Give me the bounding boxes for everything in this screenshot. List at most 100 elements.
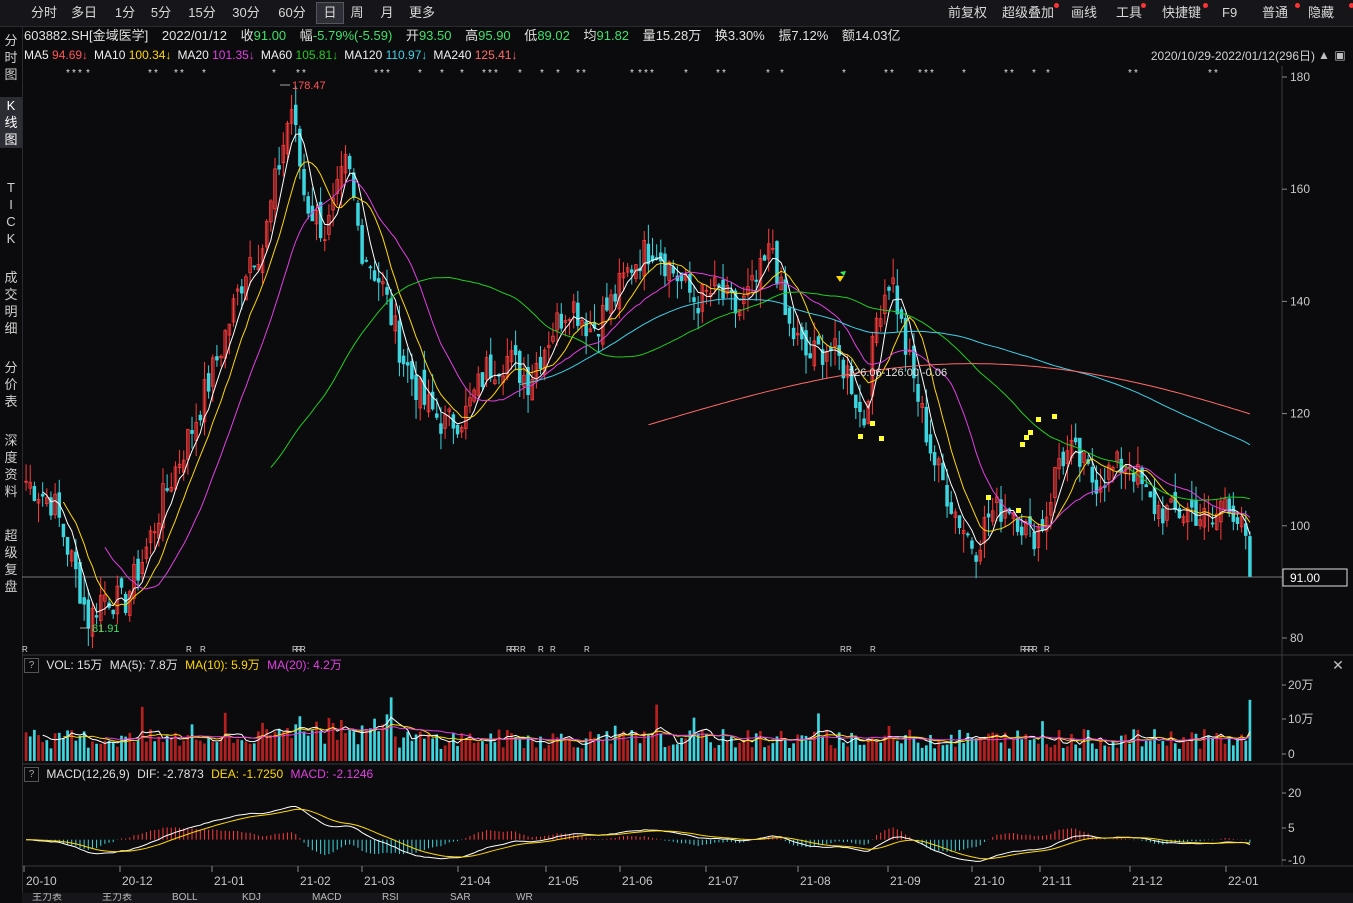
volume-bar	[734, 747, 737, 761]
macd-legend-bar: ? MACD(12,26,9) DIF: -2.7873 DEA: -1.725…	[24, 765, 373, 783]
event-star: *	[576, 68, 580, 79]
period-tab[interactable]: 60分	[278, 5, 306, 20]
toolbar-button[interactable]: 快捷键	[1162, 5, 1202, 20]
volume-bar	[219, 737, 223, 761]
candle-body	[928, 434, 933, 454]
toolbar-button[interactable]: 画线	[1071, 5, 1098, 20]
event-star: *	[638, 68, 642, 79]
low-marker-label: 81.91	[92, 623, 120, 635]
volume-tick-label: 20万	[1288, 678, 1313, 692]
candle-body	[999, 499, 1003, 522]
volume-bar	[194, 739, 198, 761]
period-tab[interactable]: 多日	[70, 5, 97, 20]
candle-body	[443, 414, 447, 429]
volume-bar	[987, 733, 990, 761]
event-marker: R	[1024, 645, 1030, 654]
sidebar-tab[interactable]: 深度资料	[4, 433, 18, 499]
indicator-tab[interactable]: 主力表	[102, 893, 132, 903]
candle-body	[1177, 508, 1182, 519]
sidebar-tab[interactable]: 分时图	[4, 33, 18, 82]
candle-body	[99, 594, 103, 621]
indicator-tab[interactable]: SAR	[450, 893, 471, 903]
volume-bar	[373, 718, 376, 761]
period-tab[interactable]: 15分	[188, 5, 216, 20]
event-star: *	[722, 68, 726, 79]
volume-bar	[966, 732, 970, 761]
close-icon[interactable]: ✕	[1332, 657, 1344, 673]
ma-name: MA240	[433, 48, 475, 62]
toolbar-button[interactable]: 超级叠加	[1002, 5, 1055, 20]
chevron-up-icon[interactable]: ▲	[1318, 48, 1330, 62]
indicator-tab[interactable]: RSI	[382, 893, 399, 903]
volume-bar	[33, 729, 36, 761]
period-tab[interactable]: 5分	[150, 5, 172, 20]
period-tab[interactable]: 30分	[232, 5, 260, 20]
high-value: 95.90	[478, 28, 511, 43]
period-tab[interactable]: 周	[350, 5, 364, 20]
candle-body	[49, 497, 53, 516]
volume-bar	[228, 737, 231, 761]
event-star: *	[296, 68, 300, 79]
volume-bar	[435, 734, 439, 761]
candle-body	[808, 353, 812, 359]
toolbar-button[interactable]: 普通	[1262, 5, 1289, 20]
period-tab[interactable]: 更多	[408, 5, 435, 20]
ma-name: MA60	[260, 48, 296, 62]
candle-body	[966, 533, 970, 536]
volume-bar	[472, 742, 476, 761]
candle-body	[277, 165, 281, 170]
period-tab[interactable]: 日	[316, 2, 344, 24]
sidebar-tab[interactable]: 超级复盘	[4, 528, 18, 594]
period-tab[interactable]: 分时	[30, 5, 57, 20]
candle-body	[206, 373, 211, 392]
event-star: *	[418, 68, 422, 79]
event-star: *	[780, 68, 784, 79]
volume-bar	[145, 741, 148, 761]
help-icon[interactable]: ?	[24, 658, 39, 674]
price-tick-label: 160	[1290, 182, 1310, 196]
indicator-tab[interactable]: WR	[516, 893, 533, 903]
volume-bar	[356, 744, 360, 761]
candle-body	[887, 286, 891, 291]
event-marker: R	[296, 645, 302, 654]
candle-body	[136, 558, 140, 581]
volume-bar	[1028, 739, 1032, 761]
volume-bar	[1041, 721, 1044, 761]
volume-bar	[949, 734, 953, 761]
sidebar-tab[interactable]: 分价表	[4, 360, 18, 409]
volume-bar	[115, 746, 119, 761]
volume-bar	[879, 742, 883, 761]
volume-bar	[74, 740, 78, 761]
indicator-tab[interactable]: BOLL	[172, 893, 198, 903]
indicator-tab[interactable]: KDJ	[242, 893, 261, 903]
event-marker: R	[538, 645, 544, 654]
volume-bar	[821, 736, 824, 761]
sidebar-tab[interactable]: 成交明细	[4, 270, 18, 336]
indicator-tab[interactable]: MACD	[312, 893, 342, 903]
last-price-label: 91.00	[1290, 571, 1320, 585]
volume-bar	[236, 739, 240, 761]
pin-icon[interactable]: ▣	[1334, 48, 1346, 62]
period-toolbar: 分时 多日 1分 5分 15分 30分 60分日周 月更多 前复权 超级叠加 画线 工具 快捷键 F9 普通…	[0, 0, 1353, 27]
help-icon[interactable]: ?	[24, 767, 39, 783]
volume-bar	[1169, 731, 1173, 761]
candle-body	[323, 239, 327, 242]
candle-body	[646, 243, 651, 265]
toolbar-button[interactable]: 前复权	[948, 5, 988, 20]
volume-bar	[609, 743, 613, 761]
indicator-tab[interactable]: 主力表	[32, 893, 62, 903]
toolbar-button[interactable]: 隐藏	[1308, 5, 1335, 20]
candle-body	[190, 430, 194, 434]
candle-body	[148, 530, 153, 543]
toolbar-button[interactable]: F9	[1222, 5, 1238, 20]
toolbar-button[interactable]: 工具	[1116, 5, 1143, 20]
candle-body	[459, 426, 464, 433]
period-tab[interactable]: 1分	[114, 5, 136, 20]
period-tab[interactable]: 月	[380, 5, 394, 20]
candle-body	[111, 609, 115, 615]
volume-bar	[1149, 740, 1152, 761]
volume-bar	[717, 745, 721, 761]
